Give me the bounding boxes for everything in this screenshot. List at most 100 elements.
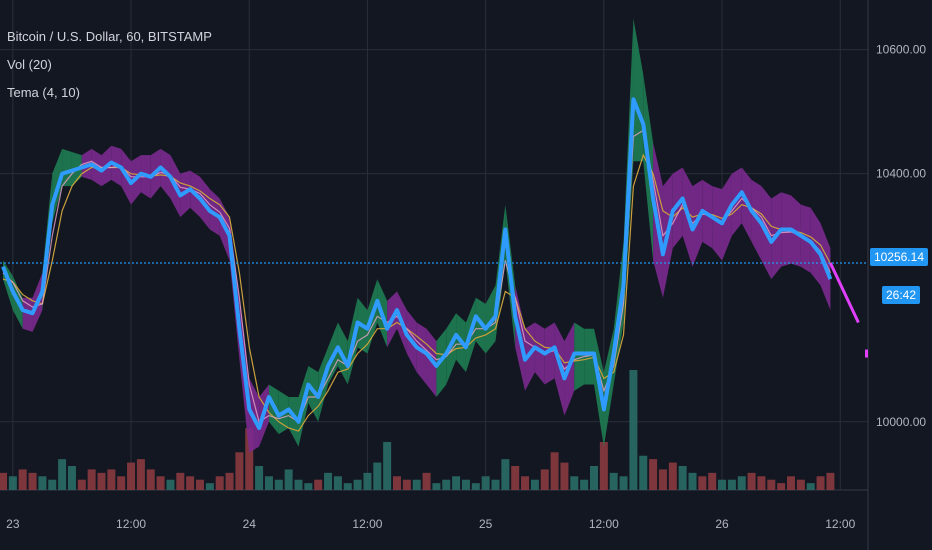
volume-bar (333, 476, 342, 490)
volume-bar (777, 483, 786, 490)
volume-legend[interactable]: Vol (20) (7, 57, 52, 72)
volume-bar (511, 466, 520, 490)
ribbon-segment (712, 186, 723, 261)
volume-bar (826, 472, 835, 490)
volume-bar (481, 476, 490, 490)
volume-bar (619, 476, 628, 490)
volume-bar (796, 479, 805, 490)
ribbon-segment (544, 322, 555, 385)
ribbon-segment (574, 322, 585, 391)
x-tick-label: 12:00 (825, 517, 855, 531)
volume-bar (294, 479, 303, 490)
x-tick-label: 23 (6, 517, 20, 531)
volume-bar (806, 483, 815, 490)
volume-bar (718, 479, 727, 490)
volume-bar (58, 459, 67, 490)
tema-lines (0, 97, 868, 432)
volume-bar (255, 466, 264, 490)
volume-bar (560, 462, 569, 490)
volume-bar (314, 479, 323, 490)
volume-bar (136, 459, 145, 490)
volume-bar (698, 476, 707, 490)
volume-bar (442, 479, 451, 490)
volume-bar (491, 479, 500, 490)
volume-bar (787, 476, 795, 490)
volume-bar (422, 472, 431, 490)
volume-bar (383, 442, 392, 490)
volume-bar (668, 462, 677, 490)
volume-bar (117, 476, 126, 490)
volume-bar (678, 466, 687, 490)
volume-bar (38, 476, 47, 490)
symbol-title[interactable]: Bitcoin / U.S. Dollar, 60, BITSTAMP (7, 29, 212, 44)
volume-bar (0, 472, 7, 490)
volume-bar (87, 469, 96, 490)
volume-bar (215, 476, 224, 490)
volume-bar (107, 469, 116, 490)
ribbon-segment (633, 18, 644, 162)
volume-bar (737, 476, 746, 490)
volume-bar (570, 476, 579, 490)
volume-bar (757, 476, 766, 490)
y-tick-label: 10000.00 (876, 415, 926, 429)
volume-bar (432, 483, 441, 490)
volume-bar (639, 455, 648, 490)
tema-legend[interactable]: Tema (4, 10) (7, 85, 80, 100)
chart-axes: 10600.00 10400.00 10000.00 23 12:00 24 12:00 25… (6, 43, 926, 531)
volume-bar (599, 442, 608, 490)
volume-bar (353, 479, 362, 490)
volume-bar (452, 476, 461, 490)
ribbon-segment (446, 313, 457, 385)
volume-bar (688, 472, 697, 490)
ribbon-segment (534, 322, 545, 385)
volume-bar (393, 476, 401, 490)
volume-bar (8, 476, 17, 490)
volume-bar (324, 472, 333, 490)
volume-bar (166, 479, 175, 490)
volume-bar (402, 479, 411, 490)
volume-bar (363, 472, 372, 490)
volume-bar (343, 483, 352, 490)
volume-bar (284, 469, 293, 490)
volume-bar (127, 462, 136, 490)
volume-bar (67, 466, 76, 490)
volume-bar (540, 469, 549, 490)
forecast-line (829, 262, 860, 324)
x-tick-label: 12:00 (589, 517, 619, 531)
volume-bar (501, 459, 510, 490)
volume-bar (530, 479, 539, 490)
volume-bar (196, 479, 204, 490)
last-price-tag: 10256.14 (869, 248, 928, 266)
y-tick-label: 10600.00 (876, 43, 926, 57)
volume-bar (28, 472, 37, 490)
volume-bar (156, 476, 165, 490)
volume-bar (146, 469, 155, 490)
volume-bar (264, 476, 273, 490)
volume-bar (727, 479, 736, 490)
volume-bar (708, 472, 717, 490)
forecast-marker (865, 349, 868, 358)
volume-bar (18, 469, 27, 490)
volume-bar (521, 476, 530, 490)
volume-bar (274, 479, 283, 490)
volume-bar (609, 472, 618, 490)
volume-bars (0, 370, 835, 490)
volume-bar (629, 370, 638, 490)
volume-bar (649, 459, 658, 490)
volume-bar (245, 428, 254, 490)
x-tick-label: 12:00 (352, 517, 382, 531)
x-tick-label: 26 (715, 517, 729, 531)
volume-bar (816, 476, 825, 490)
volume-bar (550, 452, 559, 490)
ribbon-segment (584, 328, 594, 385)
volume-bar (77, 479, 86, 490)
volume-bar (235, 452, 244, 490)
volume-bar (186, 476, 195, 490)
ribbon-segment (22, 297, 33, 332)
volume-bar (658, 469, 667, 490)
volume-bar (471, 483, 480, 490)
x-tick-label: 24 (243, 517, 257, 531)
volume-bar (97, 472, 106, 490)
volume-bar (747, 472, 756, 490)
